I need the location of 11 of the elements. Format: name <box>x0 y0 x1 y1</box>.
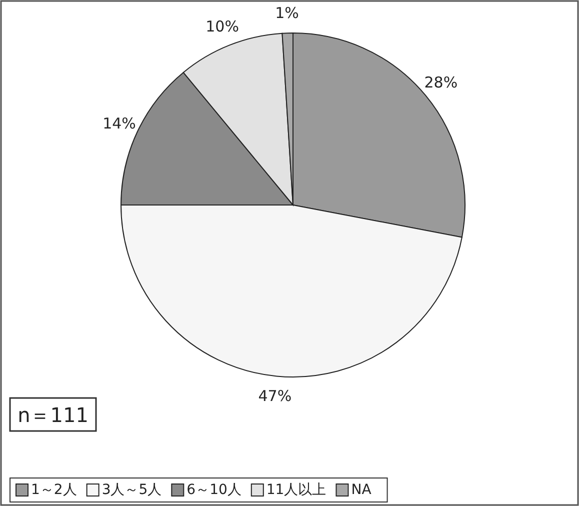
data-label: 14% <box>102 114 136 132</box>
legend-label: 6～10人 <box>186 482 242 498</box>
data-label: 28% <box>424 74 458 92</box>
legend-label: 1～2人 <box>31 482 77 498</box>
data-label: 1% <box>275 4 299 22</box>
legend-label: NA <box>351 482 372 498</box>
text: n＝111 <box>18 403 88 427</box>
legend-label: 11人以上 <box>266 482 326 498</box>
data-label: 47% <box>258 387 292 406</box>
legend-label: 3人～5人 <box>102 482 162 498</box>
data-label: 10% <box>206 17 239 36</box>
